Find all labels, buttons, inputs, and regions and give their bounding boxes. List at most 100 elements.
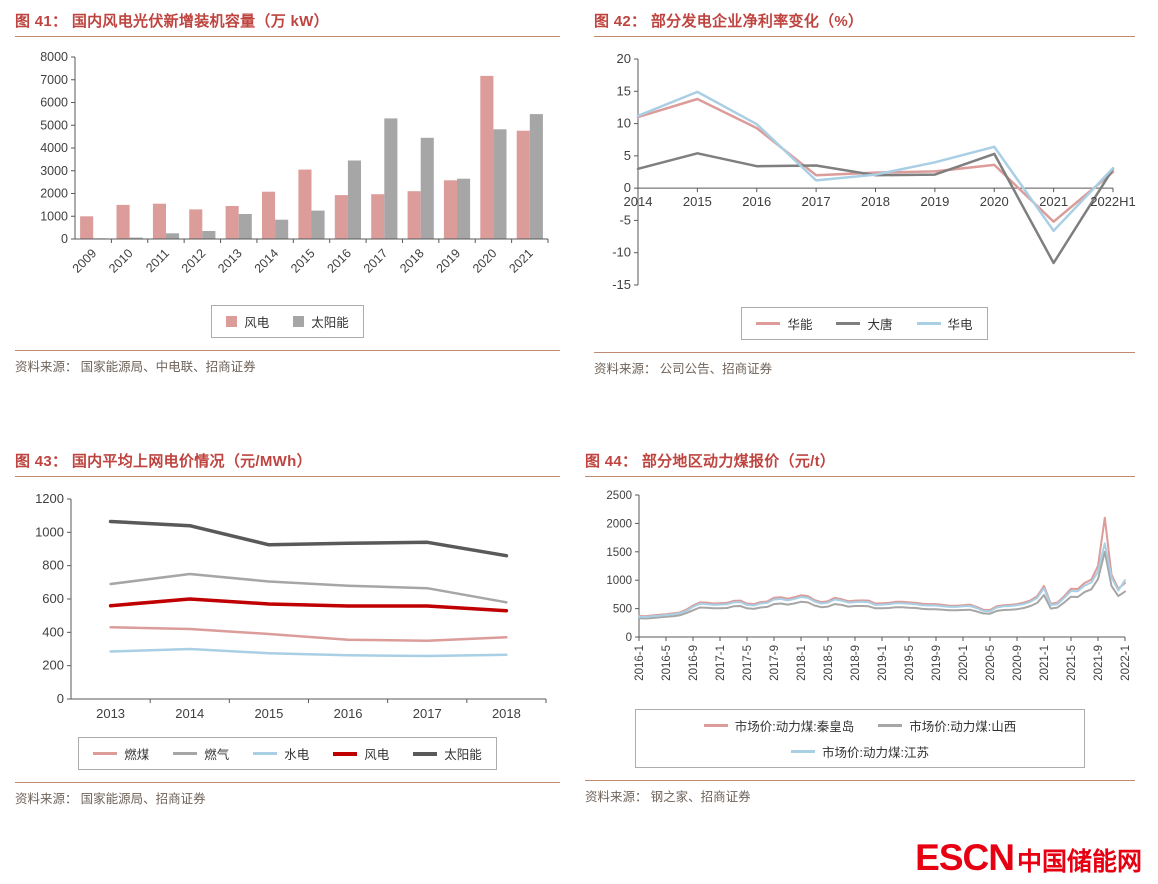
svg-text:2021: 2021 bbox=[506, 246, 536, 276]
figure-42-source: 资料来源： 公司公告、招商证券 bbox=[594, 362, 773, 376]
svg-text:2022H1: 2022H1 bbox=[1090, 194, 1136, 209]
svg-text:2018: 2018 bbox=[397, 246, 427, 276]
svg-text:2500: 2500 bbox=[606, 490, 632, 502]
svg-text:2020: 2020 bbox=[470, 246, 500, 276]
svg-text:-5: -5 bbox=[619, 212, 631, 227]
figure-42-legend-row: 华能 大唐 华电 bbox=[594, 307, 1135, 340]
svg-text:2013: 2013 bbox=[96, 706, 125, 721]
svg-text:2015: 2015 bbox=[288, 246, 318, 276]
divider-rule bbox=[15, 36, 560, 37]
legend-line-icon bbox=[878, 724, 903, 727]
svg-text:1500: 1500 bbox=[606, 547, 632, 559]
legend-line-icon bbox=[253, 752, 278, 755]
svg-text:8000: 8000 bbox=[40, 50, 68, 64]
svg-text:2014: 2014 bbox=[624, 194, 653, 209]
svg-text:2021-5: 2021-5 bbox=[1066, 645, 1078, 681]
figure-43-legend: 燃煤 燃气 水电 风电 太阳能 bbox=[78, 737, 497, 770]
divider-rule bbox=[594, 352, 1135, 353]
figure-44-chart: 0 500 1000 1500 2000 2500 2016-1 2016-5 2016-9 20… bbox=[606, 490, 1132, 681]
legend-item-fig42: 华能 bbox=[756, 314, 812, 333]
svg-text:5000: 5000 bbox=[40, 118, 68, 132]
legend-label: 太阳能 bbox=[444, 748, 482, 762]
svg-text:2018-1: 2018-1 bbox=[796, 645, 808, 681]
svg-text:2016-9: 2016-9 bbox=[688, 645, 700, 681]
svg-text:2017: 2017 bbox=[802, 194, 831, 209]
svg-text:2016-5: 2016-5 bbox=[661, 645, 673, 681]
svg-text:2021-1: 2021-1 bbox=[1039, 645, 1051, 681]
svg-text:2019-1: 2019-1 bbox=[877, 645, 889, 681]
svg-text:2020-1: 2020-1 bbox=[958, 645, 970, 681]
svg-text:1000: 1000 bbox=[35, 524, 64, 539]
legend-item-fig44: 市场价:动力煤:秦皇岛 bbox=[703, 716, 854, 735]
divider-rule bbox=[15, 350, 560, 351]
legend-swatch-icon bbox=[293, 316, 305, 327]
svg-text:500: 500 bbox=[613, 604, 632, 616]
svg-text:2016: 2016 bbox=[324, 246, 354, 276]
legend-item-fig44: 市场价:动力煤:江苏 bbox=[791, 742, 929, 761]
svg-text:2019-9: 2019-9 bbox=[931, 645, 943, 681]
legend-label: 风电 bbox=[364, 748, 390, 762]
svg-text:2000: 2000 bbox=[606, 518, 632, 530]
figure-43-chart: 0 200 400 600 800 1000 1200 2013 2014 2015 2016 201… bbox=[35, 491, 547, 721]
svg-text:2020-5: 2020-5 bbox=[985, 645, 997, 681]
svg-text:5: 5 bbox=[624, 148, 631, 163]
svg-text:2018-9: 2018-9 bbox=[850, 645, 862, 681]
figure-44-legend: 市场价:动力煤:秦皇岛 市场价:动力煤:山西市场价:动力煤:江苏 bbox=[635, 709, 1085, 768]
svg-text:2016: 2016 bbox=[742, 194, 771, 209]
svg-text:2014: 2014 bbox=[175, 706, 204, 721]
svg-text:2020: 2020 bbox=[980, 194, 1009, 209]
svg-text:2017: 2017 bbox=[361, 246, 391, 276]
legend-label: 水电 bbox=[284, 748, 310, 762]
legend-item-fig41: 风电 bbox=[226, 312, 269, 331]
svg-text:1200: 1200 bbox=[35, 491, 64, 506]
figure-43-title: 图 43： 国内平均上网电价情况（元/MWh） bbox=[15, 453, 312, 470]
legend-item-fig43: 太阳能 bbox=[413, 744, 482, 763]
svg-text:2018: 2018 bbox=[861, 194, 890, 209]
figure-41-title: 图 41： 国内风电光伏新增装机容量（万 kW） bbox=[15, 13, 329, 30]
figure-43: 图 43： 国内平均上网电价情况（元/MWh） 0 200 400 600 800 100… bbox=[15, 450, 560, 807]
svg-text:2017-5: 2017-5 bbox=[742, 645, 754, 681]
figure-44: 图 44： 部分地区动力煤报价（元/t） 0 500 1000 1500 2000 250… bbox=[585, 450, 1135, 805]
svg-text:2012: 2012 bbox=[179, 246, 209, 276]
legend-swatch-icon bbox=[226, 316, 238, 327]
figure-41-legend-row: 风电 太阳能 bbox=[15, 305, 560, 338]
svg-text:2009: 2009 bbox=[70, 246, 100, 276]
svg-text:-15: -15 bbox=[612, 277, 631, 292]
legend-line-icon bbox=[916, 322, 941, 325]
figure-44-legend-row: 市场价:动力煤:秦皇岛 市场价:动力煤:山西市场价:动力煤:江苏 bbox=[585, 709, 1135, 768]
legend-item-fig43: 燃气 bbox=[173, 744, 229, 763]
svg-text:0: 0 bbox=[626, 632, 632, 644]
svg-text:1000: 1000 bbox=[606, 575, 632, 587]
escn-logo-text: ESCN bbox=[915, 837, 1015, 878]
divider-rule bbox=[585, 476, 1135, 477]
legend-line-icon bbox=[703, 724, 728, 727]
escn-logo: ESCN 中国储能网 bbox=[915, 839, 1142, 876]
figure-42: 图 42： 部分发电企业净利率变化（%） -15 -10 -5 0 5 10 15 20 201… bbox=[594, 10, 1136, 377]
legend-line-icon bbox=[173, 752, 198, 755]
legend-line-icon bbox=[756, 322, 781, 325]
figure-41-source: 资料来源： 国家能源局、中电联、招商证券 bbox=[15, 360, 256, 374]
svg-text:2015: 2015 bbox=[683, 194, 712, 209]
svg-text:0: 0 bbox=[61, 232, 68, 246]
legend-line-icon bbox=[93, 752, 118, 755]
legend-label: 市场价:动力煤:山西 bbox=[909, 720, 1017, 734]
svg-text:400: 400 bbox=[42, 624, 64, 639]
escn-logo-site-name: 中国储能网 bbox=[1016, 848, 1142, 876]
svg-text:2017: 2017 bbox=[413, 706, 442, 721]
figure-41: 图 41： 国内风电光伏新增装机容量（万 kW） 0 1000 2000 3000 40… bbox=[15, 10, 560, 375]
legend-label: 华电 bbox=[947, 318, 973, 332]
svg-text:2016: 2016 bbox=[334, 706, 363, 721]
svg-text:2010: 2010 bbox=[106, 246, 136, 276]
legend-label: 华能 bbox=[787, 318, 813, 332]
svg-text:2011: 2011 bbox=[143, 246, 172, 275]
svg-text:2020-9: 2020-9 bbox=[1012, 645, 1024, 681]
figure-43-source: 资料来源： 国家能源局、招商证券 bbox=[15, 792, 206, 806]
legend-label: 风电 bbox=[244, 316, 270, 330]
svg-text:0: 0 bbox=[624, 180, 631, 195]
figure-43-legend-row: 燃煤 燃气 水电 风电 太阳能 bbox=[15, 737, 560, 770]
svg-text:2015: 2015 bbox=[254, 706, 283, 721]
legend-item-fig43: 燃煤 bbox=[93, 744, 149, 763]
legend-line-icon bbox=[333, 751, 358, 756]
legend-item-fig44: 市场价:动力煤:山西 bbox=[878, 716, 1016, 735]
